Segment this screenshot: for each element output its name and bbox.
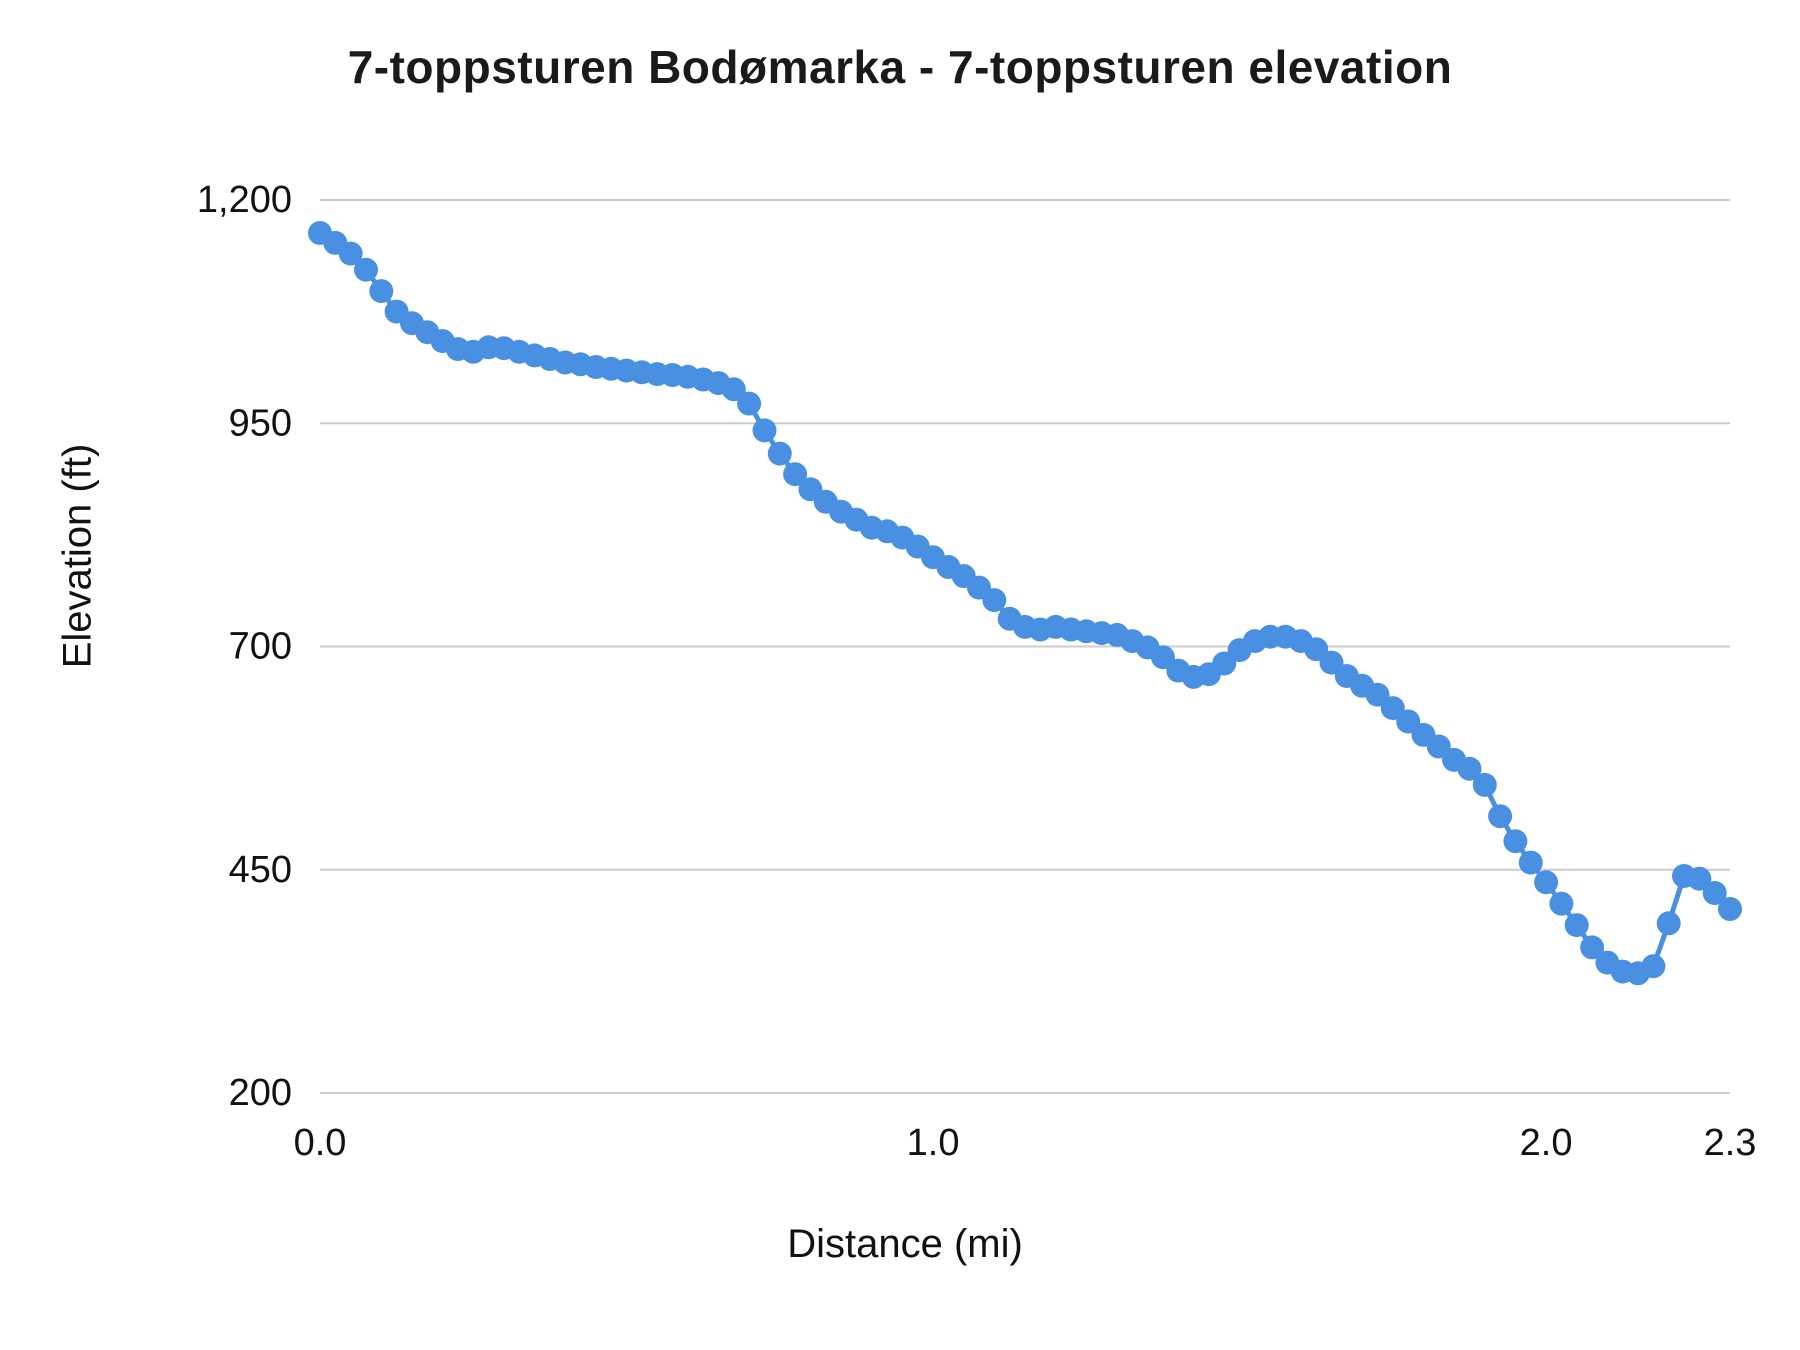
y-tick-label: 1,200 [197,179,292,221]
elevation-point [783,462,808,487]
elevation-point [1549,891,1574,916]
elevation-point [354,257,378,282]
elevation-point [982,588,1007,613]
elevation-point [752,418,777,443]
y-tick-label: 200 [229,1072,292,1114]
elevation-point [1503,829,1528,854]
elevation-point [767,441,792,466]
x-axis-title: Distance (mi) [787,1222,1023,1266]
elevation-point [1488,804,1513,829]
x-tick-label: 2.0 [1520,1122,1573,1164]
elevation-point [1534,870,1559,895]
elevation-point [1457,756,1482,781]
elevation-point [1702,881,1727,905]
elevation-point [369,279,394,304]
x-tick-label: 2.3 [1704,1122,1757,1164]
elevation-point [338,241,363,266]
x-tick-label: 1.0 [907,1122,960,1164]
elevation-point [1580,935,1605,960]
elevation-point [1518,850,1543,875]
elevation-point [1472,772,1497,797]
y-tick-label: 950 [229,402,292,444]
elevation-point [721,377,746,402]
elevation-point [1718,897,1742,921]
y-tick-label: 450 [229,849,292,891]
elevation-point [1687,866,1712,891]
elevation-point [1656,911,1681,936]
elevation-point [737,391,762,416]
x-tick-label: 0.0 [294,1122,347,1164]
elevation-point [1641,954,1666,979]
chart-title: 7-toppsturen Bodømarka - 7-toppsturen el… [347,41,1453,93]
y-axis-title: Elevation (ft) [55,443,100,669]
y-tick-label: 700 [229,626,292,668]
elevation-point [1564,913,1589,938]
